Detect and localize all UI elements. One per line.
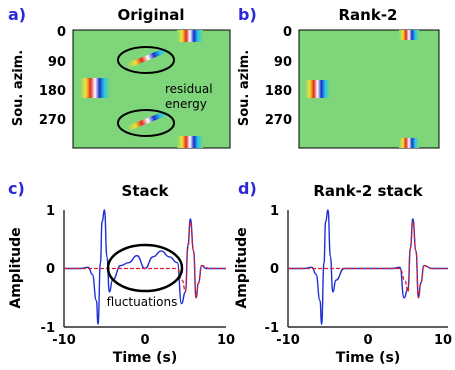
panel-a-title: Original — [117, 6, 184, 24]
panel-a-letter: a) — [8, 5, 26, 24]
panel-a-residual-upper — [126, 46, 170, 69]
panel-d-title: Rank-2 stack — [313, 182, 423, 200]
panel-a-residual-lower — [126, 109, 170, 132]
panel-a-ytick-2: 180 — [39, 84, 66, 99]
panel-c-plot — [64, 209, 226, 325]
panel-c-ytick-0: 0 — [46, 262, 55, 277]
panel-d-series-0-line — [288, 209, 448, 325]
panel-c-title: Stack — [122, 182, 170, 200]
panel-c: c) Stack fluctuations 1 0 -1 -10 0 10 Ti… — [8, 179, 235, 366]
panel-b-title: Rank-2 — [339, 6, 398, 24]
panel-c-xtick-10: 10 — [217, 333, 235, 348]
panel-a: a) Original residual energy 0 90 180 270… — [8, 5, 231, 149]
panel-b-ytick-3: 270 — [265, 113, 292, 128]
panel-b-event-top — [399, 30, 419, 40]
panel-d-ylabel: Amplitude — [234, 227, 250, 308]
panel-c-annotation: fluctuations — [107, 295, 178, 309]
panel-d-xtick-10: 10 — [434, 333, 452, 348]
panel-b-event-bottom — [399, 138, 419, 148]
panel-b-ytick-0: 0 — [283, 25, 292, 40]
panel-d-series-1-line — [288, 221, 448, 299]
panel-a-event-mid — [80, 78, 110, 98]
panel-b-event-mid — [305, 80, 330, 98]
panel-a-ytick-3: 270 — [39, 113, 66, 128]
panel-d-xtick-neg10: -10 — [276, 333, 300, 348]
panel-d-ytick-neg1: -1 — [265, 321, 279, 336]
panel-c-xtick-neg10: -10 — [52, 333, 76, 348]
panel-d-ytick-1: 1 — [270, 204, 279, 219]
panel-c-xtick-0: 0 — [140, 333, 149, 348]
panel-d-ytick-0: 0 — [270, 262, 279, 277]
panel-a-ytick-1: 90 — [48, 55, 66, 70]
panel-c-ylabel: Amplitude — [8, 227, 24, 308]
panel-c-ellipse — [106, 243, 184, 293]
panel-c-ytick-1: 1 — [46, 204, 55, 219]
panel-c-series-1-line — [64, 221, 226, 299]
panel-b-letter: b) — [238, 5, 257, 24]
panel-d: d) Rank-2 stack 1 0 -1 -10 0 10 Time (s)… — [234, 179, 452, 366]
panel-d-xtick-0: 0 — [363, 333, 372, 348]
panel-c-letter: c) — [8, 179, 25, 198]
panel-b-ytick-2: 180 — [265, 84, 292, 99]
panel-a-ylabel: Sou. azim. — [11, 50, 26, 126]
panel-a-ellipse-upper — [117, 46, 175, 74]
panel-a-event-bottom — [177, 136, 203, 148]
panel-d-plot — [288, 209, 448, 325]
panel-d-xlabel: Time (s) — [336, 350, 400, 366]
panel-a-annotation-line2: energy — [165, 97, 207, 111]
panel-b-ytick-1: 90 — [274, 55, 292, 70]
panel-c-ytick-neg1: -1 — [41, 321, 55, 336]
panel-d-letter: d) — [238, 179, 257, 198]
panel-b-ylabel: Sou. azim. — [237, 50, 252, 126]
panel-b: b) Rank-2 0 90 180 270 Sou. azim. — [237, 5, 440, 149]
panel-a-annotation-line1: residual — [165, 82, 213, 96]
panel-a-event-top — [177, 30, 203, 42]
panel-a-ellipse-lower — [117, 109, 175, 137]
panel-c-xlabel: Time (s) — [113, 350, 177, 366]
panel-a-ytick-0: 0 — [57, 25, 66, 40]
